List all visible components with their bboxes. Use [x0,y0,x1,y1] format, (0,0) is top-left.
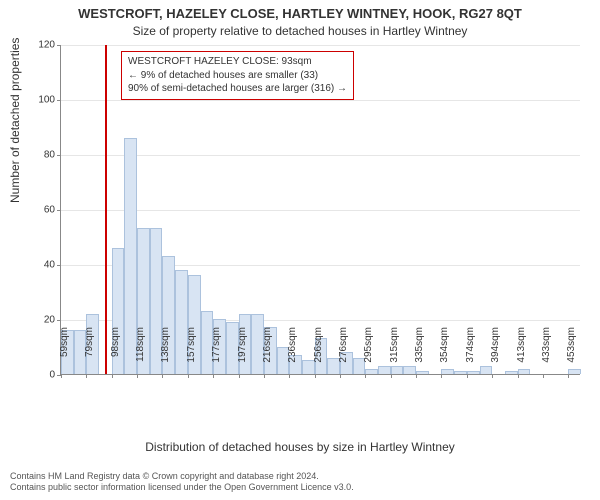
x-tick-label: 453sqm [566,327,577,382]
x-tick-label: 118sqm [135,327,146,382]
y-tick-label: 40 [44,260,61,271]
y-tick-label: 20 [44,315,61,326]
x-axis-label: Distribution of detached houses by size … [0,440,600,454]
annotation-box: WESTCROFT HAZELEY CLOSE: 93sqm← 9% of de… [121,51,354,100]
footer-line-2: Contains public sector information licen… [10,482,354,494]
x-tick-label: 433sqm [541,327,552,382]
x-tick-label: 413sqm [516,327,527,382]
gridline [61,45,580,46]
title-main: WESTCROFT, HAZELEY CLOSE, HARTLEY WINTNE… [0,6,600,21]
gridline [61,100,580,101]
x-tick-label: 256sqm [313,327,324,382]
footer-line-1: Contains HM Land Registry data © Crown c… [10,471,354,483]
x-tick-label: 394sqm [490,327,501,382]
x-tick-label: 216sqm [262,327,273,382]
x-tick-label: 276sqm [338,327,349,382]
y-tick-label: 100 [38,95,61,106]
x-tick-label: 374sqm [465,327,476,382]
x-tick-label: 335sqm [414,327,425,382]
y-axis-label: Number of detached properties [8,38,22,203]
annotation-line: 90% of semi-detached houses are larger (… [128,82,347,96]
gridline [61,155,580,156]
footer: Contains HM Land Registry data © Crown c… [10,471,354,494]
annotation-line: WESTCROFT HAZELEY CLOSE: 93sqm [128,55,347,69]
x-tick-label: 98sqm [110,327,121,382]
x-tick-label: 236sqm [287,327,298,382]
y-tick-label: 60 [44,205,61,216]
chart-container: WESTCROFT, HAZELEY CLOSE, HARTLEY WINTNE… [0,0,600,500]
plot-area: 02040608010012059sqm79sqm98sqm118sqm138s… [60,45,580,375]
x-tick-label: 295sqm [363,327,374,382]
x-tick-label: 79sqm [84,327,95,382]
gridline [61,210,580,211]
x-tick-label: 138sqm [160,327,171,382]
x-tick-label: 197sqm [237,327,248,382]
y-tick-label: 120 [38,40,61,51]
title-sub: Size of property relative to detached ho… [0,24,600,38]
x-tick-label: 177sqm [211,327,222,382]
plot-inner: 02040608010012059sqm79sqm98sqm118sqm138s… [60,45,580,375]
property-marker-line [105,45,107,374]
x-tick-label: 354sqm [439,327,450,382]
x-tick-label: 157sqm [186,327,197,382]
y-tick-label: 80 [44,150,61,161]
annotation-line: ← 9% of detached houses are smaller (33) [128,69,347,83]
x-tick-label: 59sqm [59,327,70,382]
x-tick-label: 315sqm [389,327,400,382]
